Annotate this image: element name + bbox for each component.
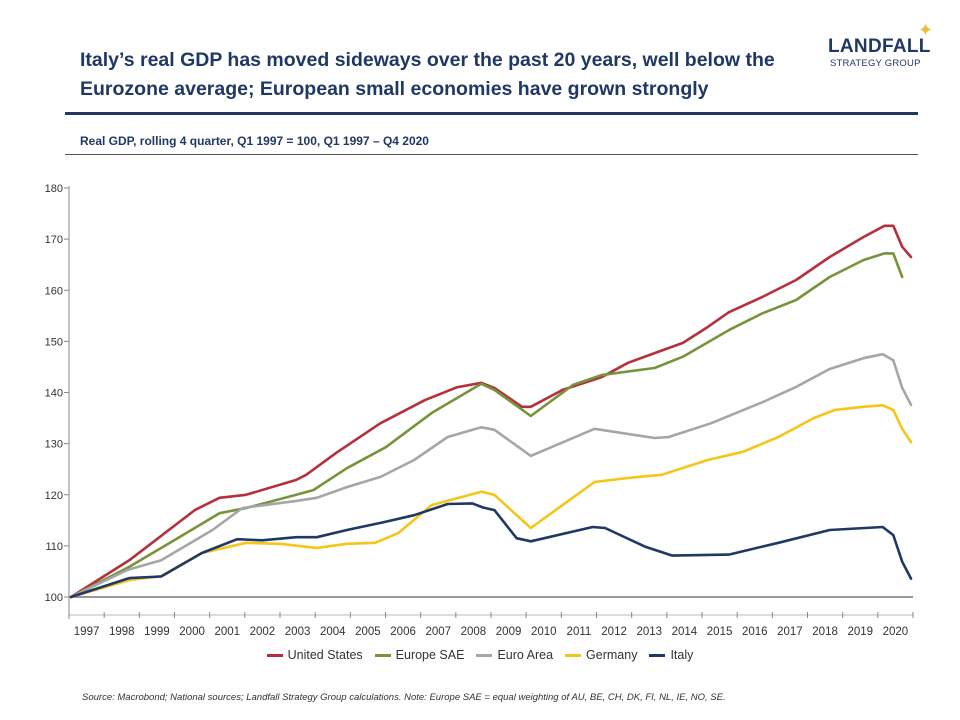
legend-label: Euro Area [497,648,554,662]
x-tick-label: 2008 [461,626,487,638]
x-tick-label: 2011 [567,626,592,638]
x-tick-label: 2004 [320,626,346,638]
legend: United States Europe SAE Euro Area Germany I… [0,648,960,662]
y-tick-label: 150 [45,336,63,348]
legend-item: Italy [649,648,693,662]
x-tick-label: 2000 [179,626,205,638]
legend-label: Italy [670,648,694,662]
legend-item: Europe SAE [374,648,465,662]
x-tick-label: 2003 [285,626,311,638]
legend-label: Europe SAE [395,648,465,662]
y-tick-label: 160 [45,285,63,297]
legend-swatch [266,653,283,657]
x-tick-label: 1999 [144,626,170,638]
x-tick-label: 2019 [847,626,873,638]
x-tick-label: 2010 [531,626,557,638]
legend-label: Germany [586,648,638,662]
y-tick-label: 180 [45,183,63,195]
logo-main-text: LANDFALL [828,36,931,57]
y-tick-label: 110 [45,541,63,553]
x-tick-label: 2012 [601,626,627,638]
subtitle-divider [65,154,918,155]
star-icon: ✦ [918,20,934,40]
x-tick-label: 2001 [214,626,240,638]
y-tick-label: 130 [45,439,63,451]
x-tick-label: 2009 [496,626,522,638]
legend-item: Euro Area [476,648,553,662]
legend-item: United States [266,648,363,662]
x-tick-label: 2005 [355,626,381,638]
y-tick-label: 100 [45,592,63,604]
x-tick-label: 2006 [390,626,416,638]
series-line-germany [69,404,913,599]
x-tick-label: 2007 [425,626,451,638]
x-tick-label: 2018 [812,626,838,638]
x-tick-label: 1997 [74,626,100,638]
legend-label: United States [287,648,363,662]
legend-swatch [476,653,493,657]
x-tick-label: 2013 [636,626,662,638]
x-tick-label: 2016 [742,626,768,638]
x-tick-label: 2020 [883,626,909,638]
legend-swatch [374,653,391,657]
logo-sub-text: STRATEGY GROUP [830,58,921,69]
x-tick-label: 2002 [250,626,276,638]
x-tick-label: 1998 [109,626,135,638]
chart-subtitle: Real GDP, rolling 4 quarter, Q1 1997 = 1… [80,134,429,148]
y-tick-label: 170 [45,234,63,246]
x-tick-label: 2015 [707,626,733,638]
source-note: Source: Macrobond; National sources; Lan… [82,692,726,703]
x-tick-label: 2014 [672,626,698,638]
legend-swatch [565,653,582,657]
chart-title: Italy’s real GDP has moved sideways over… [80,49,775,100]
y-tick-label: 140 [45,388,63,400]
series-line-italy [69,502,913,599]
landfall-logo: ✦ LANDFALL STRATEGY GROUP [826,20,951,72]
series-line-euro-area [69,352,913,599]
series-line-united-states [69,224,913,599]
title-divider [65,112,918,115]
legend-item: Germany [565,648,637,662]
y-tick-label: 120 [45,490,63,502]
legend-swatch [649,653,666,657]
x-tick-label: 2017 [777,626,803,638]
series-line-europe-sae [69,252,904,599]
